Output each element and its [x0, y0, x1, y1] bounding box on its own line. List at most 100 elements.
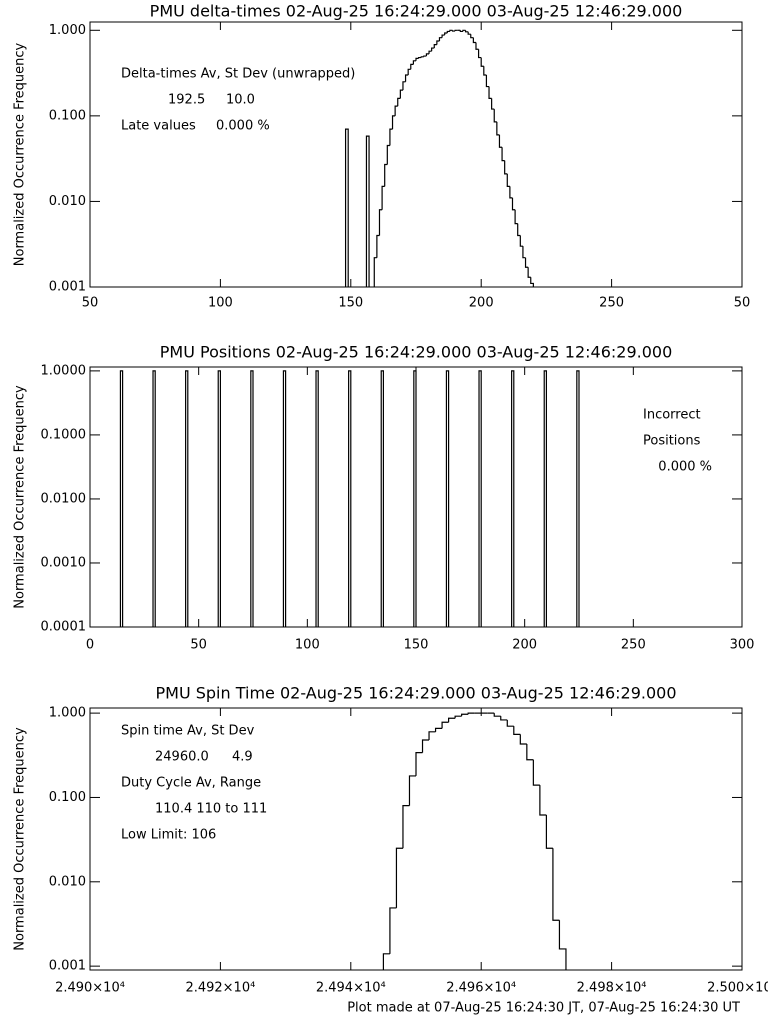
- histogram-bin: [519, 235, 523, 247]
- histogram-bin: [402, 81, 406, 91]
- histogram-bin: [185, 370, 189, 627]
- histogram-bin: [119, 370, 124, 627]
- histogram-bin: [511, 197, 516, 211]
- histogram-bin: [506, 719, 514, 727]
- histogram-bin: [152, 370, 156, 627]
- histogram-bin: [282, 370, 287, 627]
- histogram-bin: [348, 370, 352, 627]
- x-tick-label: 2.494×10⁴: [316, 981, 386, 996]
- histogram-bin: [384, 163, 388, 187]
- histogram-bin: [431, 47, 435, 52]
- histogram-bin: [446, 30, 450, 33]
- annotation: Delta-times Av, St Dev (unwrapped): [121, 67, 355, 82]
- x-tick-label: 150: [404, 638, 429, 653]
- histogram-bin: [394, 105, 398, 116]
- histogram-bin: [461, 713, 469, 717]
- annotation: Duty Cycle Av, Range: [121, 776, 261, 791]
- histogram-bin: [506, 173, 510, 187]
- histogram-bin: [449, 29, 453, 32]
- plot-frame: [89, 707, 743, 971]
- x-tick-label: 200: [512, 638, 537, 653]
- y-tick-label: 0.001: [49, 280, 86, 295]
- histogram-bin: [513, 726, 521, 735]
- histogram-bin: [511, 370, 515, 627]
- y-tick-label: 0.100: [49, 790, 86, 805]
- histogram-bin: [445, 370, 450, 627]
- histogram-bin: [524, 257, 529, 268]
- y-tick-label: 0.001: [49, 959, 86, 974]
- histogram-bin: [552, 848, 560, 921]
- histogram-bin: [425, 53, 430, 57]
- histogram-bin: [558, 920, 567, 970]
- histogram-bin: [483, 66, 487, 76]
- histogram-bin: [454, 29, 458, 32]
- histogram-bin: [436, 40, 440, 45]
- histogram-bin: [433, 44, 437, 49]
- annotation: Low Limit: 106: [121, 828, 216, 843]
- annotation: 0.000 %: [658, 460, 712, 475]
- annotation: Incorrect: [643, 408, 701, 423]
- histogram-bin: [376, 234, 380, 258]
- y-axis-label: Normalized Occurrence Frequency: [13, 727, 28, 951]
- y-tick-label: 0.010: [49, 874, 86, 889]
- histogram-bin: [467, 712, 475, 715]
- histogram-bin: [493, 109, 497, 123]
- histogram-bin: [402, 805, 410, 849]
- histogram-bin: [421, 739, 430, 753]
- histogram-bin: [501, 147, 505, 162]
- histogram-bin: [504, 160, 508, 175]
- x-tick-label: 2.490×10⁴: [55, 981, 125, 996]
- histogram-bin: [526, 744, 534, 761]
- footer: Plot made at 07-Aug-25 16:24:30 JT, 07-A…: [347, 1001, 740, 1016]
- y-tick-label: 1.0000: [41, 363, 87, 378]
- y-tick-label: 1.000: [49, 706, 86, 721]
- y-tick-label: 0.0100: [41, 491, 87, 506]
- x-tick-label: 250: [599, 296, 624, 311]
- histogram-bin: [365, 135, 370, 287]
- x-tick-label: 300: [730, 638, 755, 653]
- annotation: 24960.0: [155, 750, 209, 765]
- histogram-bin: [475, 42, 479, 50]
- histogram-bin: [397, 97, 401, 107]
- histogram-bin: [493, 713, 501, 717]
- y-tick-label: 1.000: [49, 23, 86, 38]
- histogram-bin: [527, 267, 531, 278]
- histogram-bin: [522, 246, 526, 259]
- histogram-bin: [395, 847, 403, 908]
- annotation: 192.5: [168, 93, 205, 108]
- histogram-bin: [434, 727, 443, 732]
- x-tick-label: 2.498×10⁴: [577, 981, 647, 996]
- y-tick-label: 0.0001: [41, 620, 87, 635]
- histogram-bin: [519, 734, 527, 745]
- annotation: Spin time Av, St Dev: [121, 724, 255, 739]
- annotation: 10.0: [226, 93, 255, 108]
- histogram-bin: [389, 128, 393, 146]
- chart-title: PMU delta-times 02-Aug-25 16:24:29.000 0…: [150, 2, 683, 21]
- histogram-bin: [509, 186, 513, 199]
- histogram-bin: [462, 29, 466, 32]
- annotation: 0.000 %: [216, 119, 270, 134]
- y-tick-label: 0.010: [49, 194, 86, 209]
- histogram-bin: [491, 98, 495, 110]
- y-axis-label: Normalized Occurrence Frequency: [13, 42, 28, 266]
- histogram-bin: [539, 785, 547, 816]
- histogram-bin: [532, 759, 540, 786]
- histogram-bin: [315, 370, 319, 627]
- annotation: 110.4 110 to 111: [155, 802, 267, 817]
- histogram-bin: [382, 953, 390, 970]
- histogram-bin: [441, 34, 445, 38]
- histogram-bin: [543, 370, 547, 627]
- histogram-bin: [428, 50, 432, 54]
- histogram-bin: [415, 752, 423, 776]
- histogram-bin: [389, 907, 397, 954]
- histogram-bin: [477, 49, 482, 59]
- x-tick-label: 100: [295, 638, 320, 653]
- histogram-bin: [444, 32, 448, 36]
- histogram-bin: [467, 31, 471, 35]
- annotation: 4.9: [232, 750, 253, 765]
- histogram-bin: [250, 370, 254, 627]
- x-tick-label: 2.492×10⁴: [185, 981, 255, 996]
- histogram-bin: [451, 30, 456, 32]
- x-tick-label: 200: [469, 296, 494, 311]
